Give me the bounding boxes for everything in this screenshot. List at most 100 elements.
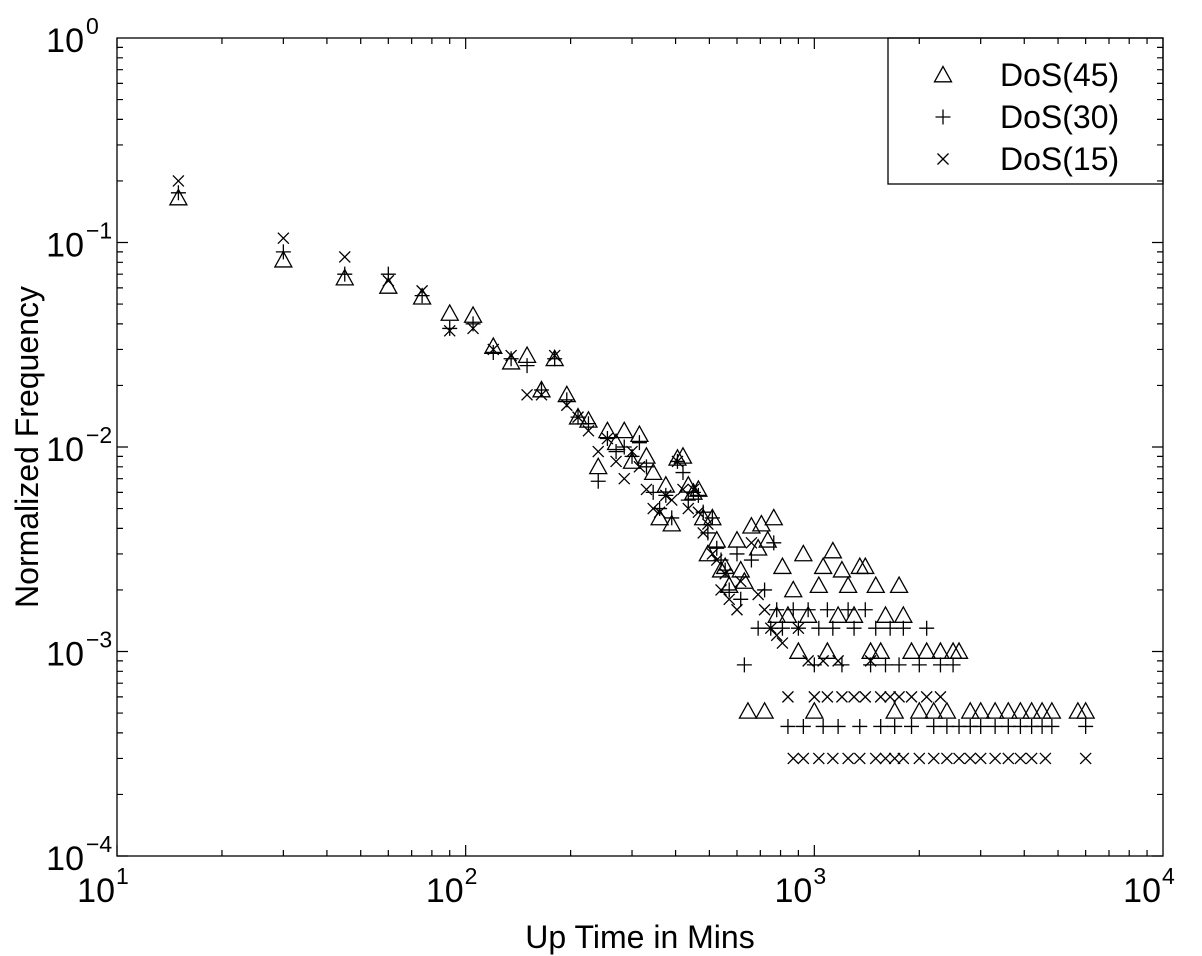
data-point	[973, 718, 989, 734]
data-point	[622, 451, 642, 469]
data-point	[826, 752, 839, 765]
data-point	[673, 446, 693, 464]
data-point	[937, 701, 957, 719]
data-point	[754, 701, 775, 719]
data-point	[692, 506, 705, 519]
data-point	[631, 435, 647, 451]
x-tick-base: 10	[77, 872, 115, 910]
data-point	[848, 690, 861, 703]
data-point	[638, 459, 654, 475]
data-point	[866, 575, 886, 594]
data-point	[909, 701, 929, 719]
series-DoS(15)	[172, 174, 1092, 765]
data-point	[949, 641, 969, 659]
data-point	[797, 752, 810, 765]
data-point	[614, 420, 634, 439]
data-point	[960, 701, 980, 719]
data-point	[871, 641, 891, 659]
data-point	[787, 752, 800, 765]
data-point	[891, 657, 907, 673]
data-point	[815, 718, 831, 734]
data-point	[704, 510, 720, 526]
data-point	[442, 320, 458, 336]
y-tick-exponent: −2	[86, 422, 112, 448]
data-point	[864, 654, 877, 667]
data-point	[335, 268, 355, 286]
data-point	[485, 344, 501, 360]
data-point	[590, 473, 606, 489]
legend-label: DoS(30)	[1000, 99, 1119, 135]
data-point	[750, 620, 766, 636]
x-tick-base: 10	[1123, 872, 1161, 910]
data-point	[572, 411, 584, 424]
y-tick-label: 10 −4	[46, 831, 112, 878]
data-point	[964, 752, 977, 765]
data-point	[934, 690, 947, 703]
data-point	[913, 752, 926, 765]
data-point	[1032, 701, 1052, 719]
data-point	[757, 582, 773, 598]
data-point	[885, 701, 905, 719]
data-point	[927, 752, 940, 765]
data-point	[1079, 752, 1092, 765]
data-point	[793, 544, 813, 562]
data-point	[662, 514, 682, 532]
data-point	[717, 562, 733, 578]
x-tick-exponent: 4	[1162, 863, 1175, 889]
data-point	[338, 250, 351, 263]
data-point	[487, 343, 500, 356]
data-marks	[168, 174, 1096, 765]
data-point	[817, 641, 837, 659]
x-tick-label: 10 1	[77, 863, 129, 910]
legend-entry: DoS(30)	[935, 99, 1119, 135]
data-point	[416, 284, 429, 297]
legend-marker-x	[937, 153, 949, 165]
data-point	[842, 752, 855, 765]
data-point	[838, 575, 858, 594]
legend-marker-triangle	[933, 65, 953, 83]
data-point	[664, 510, 680, 526]
data-point	[774, 620, 790, 636]
data-point	[738, 701, 758, 719]
legend-label: DoS(15)	[1000, 141, 1119, 177]
data-point	[677, 483, 689, 496]
axis-ticks	[116, 38, 1163, 857]
y-tick-base: 10	[46, 636, 84, 674]
data-point	[758, 530, 778, 548]
y-tick-label: 10 −1	[46, 218, 112, 265]
y-tick-label: 10 0	[46, 13, 99, 60]
data-point	[1044, 718, 1060, 734]
data-point	[616, 439, 632, 455]
data-point	[821, 690, 834, 703]
data-point	[734, 575, 747, 588]
data-point	[985, 701, 1005, 719]
data-point	[1022, 701, 1042, 719]
data-point	[835, 690, 848, 703]
data-point	[713, 552, 729, 568]
data-point	[882, 620, 898, 636]
data-point	[690, 487, 706, 503]
data-point	[443, 324, 456, 337]
data-point	[855, 556, 875, 575]
data-point	[610, 455, 623, 468]
data-point	[769, 602, 785, 618]
data-point	[893, 605, 913, 623]
data-point	[817, 654, 830, 667]
data-point	[168, 188, 189, 206]
data-point	[911, 657, 927, 673]
data-point	[878, 657, 894, 673]
data-point	[781, 690, 794, 703]
data-point	[778, 605, 798, 623]
data-point	[783, 580, 803, 598]
data-point	[733, 591, 749, 607]
data-point	[1014, 752, 1027, 765]
x-tick-exponent: 1	[116, 863, 129, 889]
y-tick-exponent: −1	[86, 218, 112, 244]
data-point	[743, 552, 759, 568]
data-point	[652, 501, 668, 517]
data-point	[795, 718, 811, 734]
legend-marker-plus	[935, 109, 951, 125]
data-point	[275, 244, 291, 260]
data-point	[273, 250, 293, 268]
